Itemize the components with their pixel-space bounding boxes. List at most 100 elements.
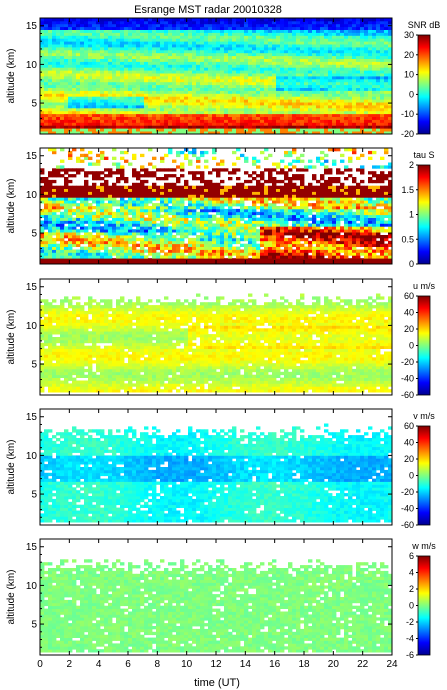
heatmap-cell	[84, 206, 89, 210]
heatmap-cell	[40, 55, 45, 59]
heatmap-cell	[172, 237, 177, 242]
heatmap-cell	[124, 240, 129, 245]
heatmap-cell	[356, 70, 361, 74]
heatmap-cell	[344, 116, 349, 120]
heatmap-cell	[184, 226, 189, 230]
heatmap-cell	[128, 99, 133, 103]
heatmap-cell	[216, 78, 221, 83]
heatmap-cell	[188, 35, 193, 39]
heatmap-cell	[52, 67, 57, 71]
heatmap-cell	[100, 240, 105, 245]
heatmap-cell	[264, 107, 269, 112]
heatmap-cell	[120, 255, 125, 259]
heatmap-cell	[48, 194, 53, 198]
heatmap-cell	[84, 188, 89, 192]
heatmap-cell	[264, 35, 269, 39]
heatmap-cell	[164, 211, 169, 216]
heatmap-cell	[60, 188, 65, 192]
heatmap-cell	[316, 125, 321, 129]
heatmap-cell	[324, 32, 329, 36]
heatmap-cell	[80, 73, 85, 77]
heatmap-cell	[260, 47, 265, 51]
heatmap-cell	[128, 73, 133, 77]
heatmap-cell	[108, 171, 113, 175]
heatmap-cell	[368, 18, 373, 22]
heatmap-cell	[176, 23, 181, 28]
heatmap-cell	[296, 35, 301, 39]
heatmap-cell	[140, 153, 145, 158]
heatmap-cell	[52, 23, 57, 28]
heatmap-cell	[84, 208, 89, 213]
heatmap-cell	[108, 107, 113, 112]
heatmap-cell	[60, 20, 65, 25]
heatmap-cell	[92, 87, 97, 91]
heatmap-cell	[224, 240, 229, 245]
heatmap-cell	[128, 197, 133, 201]
heatmap-cell	[380, 81, 385, 86]
heatmap-cell	[152, 32, 157, 36]
heatmap-cell	[296, 47, 301, 51]
heatmap-cell	[388, 64, 393, 68]
heatmap-cell	[68, 81, 73, 86]
heatmap-cell	[256, 122, 261, 126]
heatmap-cell	[160, 52, 165, 57]
heatmap-cell	[168, 174, 173, 178]
heatmap-cell	[272, 122, 277, 126]
heatmap-cell	[212, 197, 217, 201]
heatmap-cell	[212, 81, 217, 86]
heatmap-cell	[268, 122, 273, 126]
heatmap-cell	[200, 116, 205, 120]
heatmap-cell	[128, 81, 133, 86]
heatmap-cell	[288, 84, 293, 88]
heatmap-cell	[80, 32, 85, 36]
heatmap-cell	[308, 116, 313, 120]
heatmap-cell	[132, 171, 137, 175]
heatmap-cell	[340, 116, 345, 120]
heatmap-cell	[132, 81, 137, 86]
heatmap-cell	[120, 226, 125, 230]
heatmap-cell	[248, 84, 253, 88]
heatmap-cell	[332, 44, 337, 48]
heatmap-cell	[136, 99, 141, 103]
heatmap-cell	[160, 58, 165, 62]
heatmap-cell	[388, 93, 393, 97]
heatmap-cell	[368, 128, 373, 132]
heatmap-cell	[160, 168, 165, 172]
heatmap-cell	[188, 110, 193, 115]
heatmap-cell	[84, 226, 89, 230]
heatmap-cell	[140, 87, 145, 91]
heatmap-cell	[356, 49, 361, 54]
heatmap-cell	[248, 90, 253, 94]
heatmap-cell	[348, 131, 353, 135]
heatmap-cell	[264, 90, 269, 94]
heatmap-cell	[240, 58, 245, 62]
heatmap-cell	[108, 191, 113, 195]
heatmap-cell	[144, 58, 149, 62]
heatmap-cell	[188, 197, 193, 201]
heatmap-cell	[40, 191, 45, 195]
heatmap-cell	[332, 131, 337, 135]
heatmap-cell	[260, 61, 265, 65]
heatmap-cell	[232, 20, 237, 25]
heatmap-cell	[260, 29, 265, 33]
heatmap-cell	[52, 240, 57, 245]
heatmap-cell	[380, 76, 385, 80]
heatmap-cell	[268, 76, 273, 80]
heatmap-cell	[380, 44, 385, 48]
heatmap-cell	[196, 99, 201, 103]
heatmap-cell	[176, 105, 181, 109]
heatmap-cell	[40, 107, 45, 112]
heatmap-cell	[92, 52, 97, 57]
heatmap-cell	[44, 255, 49, 259]
heatmap-cell	[268, 99, 273, 103]
heatmap-cell	[368, 55, 373, 59]
heatmap-cell	[200, 246, 205, 250]
heatmap-cell	[344, 96, 349, 100]
heatmap-cell	[200, 38, 205, 42]
heatmap-cell	[288, 116, 293, 120]
heatmap-cell	[52, 232, 57, 236]
heatmap-cell	[160, 258, 165, 262]
heatmap-cell	[148, 76, 153, 80]
heatmap-cell	[108, 255, 113, 259]
heatmap-cell	[212, 229, 217, 233]
